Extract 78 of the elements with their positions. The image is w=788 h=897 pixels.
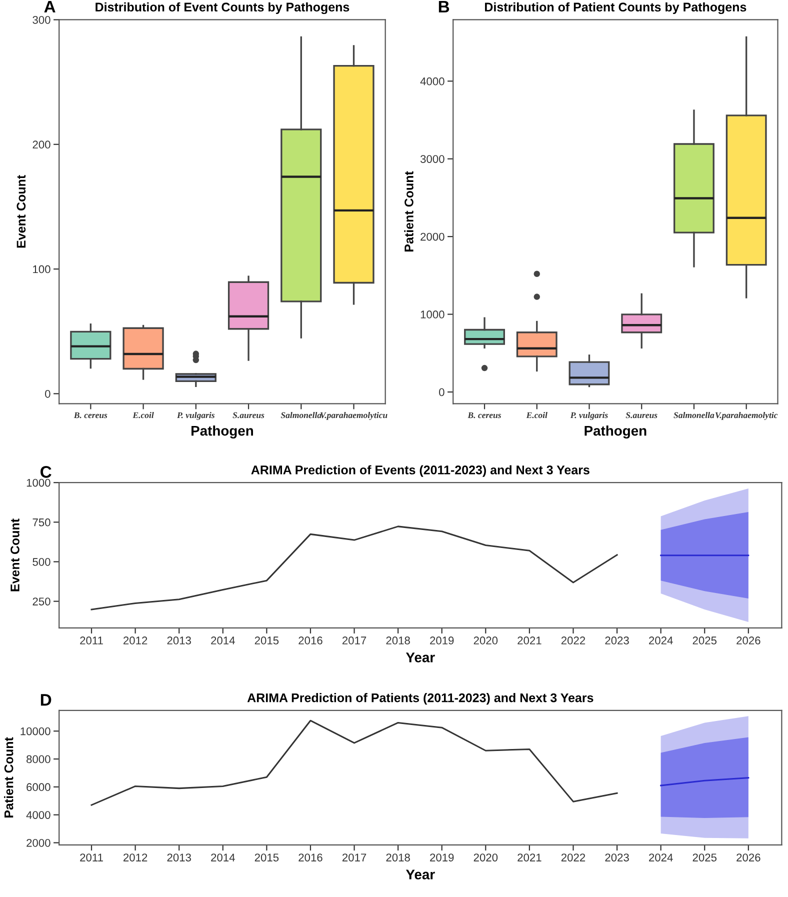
x-tick-label: 2011 — [80, 636, 103, 644]
chart-title: ARIMA Prediction of Patients (2011-2023) and Next 3 Years — [247, 693, 594, 705]
x-tick-label: 2021 — [518, 854, 542, 862]
x-tick-label: 2016 — [298, 854, 322, 862]
x-axis-title: Pathogen — [584, 426, 646, 439]
y-tick-label: 0 — [439, 388, 444, 396]
x-tick-label: 2018 — [386, 854, 410, 862]
y-tick-label: 0 — [45, 390, 50, 398]
x-tick-label: 2026 — [736, 636, 760, 644]
x-tick-label: 2017 — [342, 636, 366, 644]
x-tick-label: 2022 — [561, 854, 586, 862]
x-tick-label: 2014 — [211, 854, 235, 862]
x-tick-label: V.parahaemolytic — [715, 412, 778, 420]
x-tick-label: 2024 — [649, 636, 673, 644]
y-tick-label: 10000 — [20, 727, 50, 736]
y-tick-label: 750 — [32, 518, 50, 526]
text: A — [44, 0, 56, 12]
x-tick-label: 2018 — [386, 636, 410, 644]
x-tick-label: 2020 — [474, 854, 498, 862]
y-axis-title: Patient Count — [404, 171, 414, 252]
x-tick-label: B. cereus — [74, 412, 108, 418]
y-axis-title: Event Count — [16, 175, 26, 248]
y-tick-label: 4000 — [420, 77, 444, 86]
x-axis-title: Year — [406, 870, 435, 880]
x-tick-label: 2023 — [605, 636, 629, 644]
y-tick-label: 1000 — [420, 310, 444, 318]
x-tick-label: 2022 — [561, 636, 586, 644]
x-tick-label: 2019 — [430, 854, 454, 862]
x-tick-label: 2025 — [692, 854, 717, 862]
chart-title: ARIMA Prediction of Events (2011-2023) and Next 3 Years — [251, 465, 590, 477]
x-tick-label: 2015 — [254, 854, 279, 862]
x-tick-label: S.aureus — [626, 412, 658, 418]
x-tick-label: P. vulgaris — [570, 412, 608, 420]
x-tick-label: V.parahaemolyticu — [320, 412, 388, 420]
x-tick-label: 2026 — [736, 854, 760, 862]
y-tick-label: 3000 — [420, 155, 444, 163]
y-tick-label: 250 — [32, 598, 50, 606]
x-tick-label: 2012 — [124, 854, 148, 862]
x-tick-label: 2013 — [167, 854, 191, 862]
x-axis-title: Pathogen — [192, 426, 253, 439]
chart-title: Distribution of Patient Counts by Pathogens — [485, 2, 746, 14]
x-tick-label: 2024 — [649, 854, 673, 862]
x-tick-label: B. cereus — [468, 412, 502, 418]
y-tick-label: 1000 — [26, 478, 50, 487]
y-tick-label: 2000 — [420, 232, 444, 241]
text: C — [40, 466, 52, 478]
y-axis-title: Event Count — [10, 518, 20, 592]
x-tick-label: 2017 — [342, 854, 366, 862]
x-tick-label: Salmonella — [280, 412, 322, 418]
y-tick-label: 500 — [32, 558, 50, 566]
x-tick-label: 2021 — [518, 636, 542, 644]
x-tick-label: E.coil — [526, 412, 548, 418]
text: B — [438, 0, 450, 12]
y-axis-title: Patient Count — [4, 737, 14, 818]
x-tick-label: 2016 — [298, 636, 322, 644]
chart-title: Distribution of Event Counts by Pathogens — [96, 2, 350, 14]
y-tick-label: 300 — [32, 16, 50, 24]
y-tick-label: 200 — [32, 140, 50, 149]
x-tick-label: 2025 — [692, 636, 717, 644]
x-tick-label: 2011 — [80, 854, 103, 862]
x-tick-label: Salmonella — [674, 412, 714, 418]
x-tick-label: 2012 — [124, 636, 148, 644]
x-tick-label: S.aureus — [232, 412, 264, 418]
x-tick-label: 2019 — [430, 636, 454, 644]
x-axis-title: Year — [406, 652, 435, 662]
x-tick-label: 2013 — [167, 636, 191, 644]
y-tick-label: 2000 — [26, 839, 50, 847]
x-tick-label: E.coil — [132, 412, 154, 418]
x-tick-label: 2020 — [474, 636, 498, 644]
y-tick-label: 6000 — [26, 783, 50, 792]
x-tick-label: 2023 — [605, 854, 629, 862]
x-tick-label: 2015 — [254, 636, 279, 644]
x-tick-label: 2014 — [211, 636, 235, 644]
y-tick-label: 4000 — [26, 811, 50, 819]
text: D — [40, 694, 52, 706]
y-tick-label: 8000 — [26, 755, 50, 764]
x-tick-label: P. vulgaris — [177, 412, 215, 420]
y-tick-label: 100 — [33, 265, 50, 274]
